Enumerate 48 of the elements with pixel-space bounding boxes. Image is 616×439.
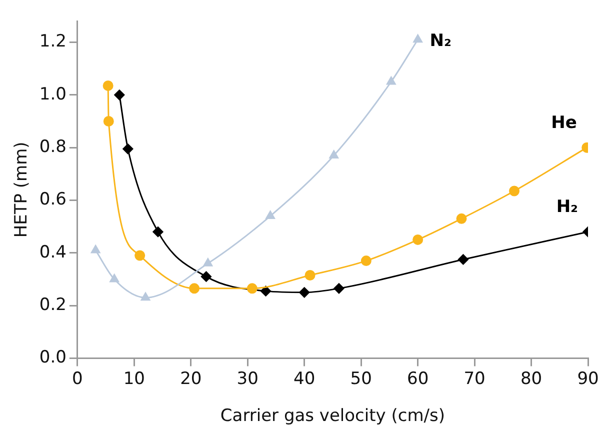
point [110, 274, 119, 282]
point [412, 234, 424, 245]
x-tick-label: 20 [180, 368, 202, 389]
y-tick-label: 0.6 [39, 190, 66, 210]
point [102, 80, 114, 91]
point [329, 150, 338, 158]
point [134, 250, 146, 261]
y-tick-label: 0.0 [39, 348, 66, 368]
point [246, 283, 258, 294]
x-tick-label: 60 [406, 368, 429, 389]
point [386, 76, 396, 85]
point [152, 226, 164, 238]
x-tick-label: 80 [520, 368, 542, 389]
point [260, 286, 272, 296]
x-tick-label: 50 [350, 368, 372, 389]
point [456, 213, 467, 224]
point [509, 186, 520, 196]
point [90, 245, 100, 254]
x-tick-label: 40 [294, 368, 316, 389]
point [140, 292, 150, 301]
point [266, 210, 275, 220]
point [360, 256, 372, 266]
point [103, 116, 114, 126]
point [334, 283, 344, 294]
x-axis-title: Carrier gas velocity (cm/s) [220, 406, 446, 426]
y-tick-label: 1.0 [39, 84, 66, 104]
series-label: He [551, 112, 577, 133]
point [458, 254, 468, 265]
point [114, 90, 125, 100]
point [203, 258, 213, 266]
series-label: N₂ [430, 31, 452, 52]
point [200, 271, 212, 282]
x-tick-label: 70 [464, 368, 486, 389]
y-tick-label: 0.4 [39, 242, 66, 262]
y-axis-title: HETP (mm) [12, 142, 32, 238]
y-tick-label: 0.2 [39, 294, 66, 315]
point [189, 283, 200, 294]
x-tick-label: 0 [72, 368, 83, 389]
x-tick-label: 30 [236, 368, 258, 389]
x-tick-label: 90 [577, 368, 599, 389]
point [304, 270, 316, 281]
y-tick-label: 0.8 [39, 136, 66, 157]
point [122, 144, 134, 154]
point [299, 287, 310, 298]
point [413, 34, 422, 43]
x-tick-label: 10 [123, 368, 145, 389]
y-tick-label: 1.2 [39, 32, 66, 52]
series-label: H₂ [556, 197, 578, 218]
